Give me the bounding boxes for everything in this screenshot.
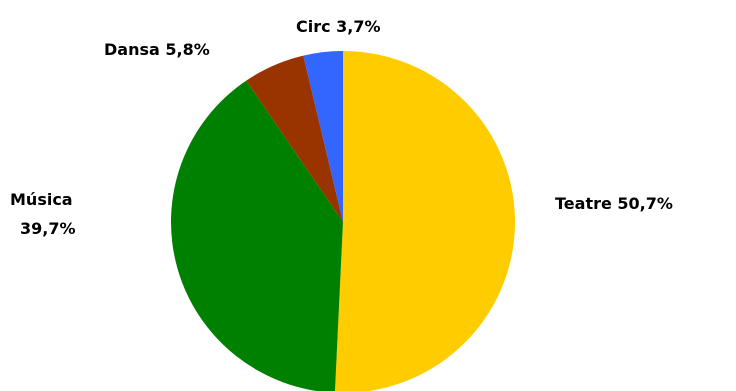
pie-slice-dansa bbox=[246, 55, 343, 222]
slice-label-musica-name: Música bbox=[10, 190, 73, 209]
slice-label-dansa: Dansa 5,8% bbox=[104, 40, 210, 59]
pie-slice-teatre bbox=[334, 51, 515, 391]
pie-slice-musica bbox=[171, 80, 343, 391]
slice-label-musica-value: 39,7% bbox=[20, 219, 76, 238]
pie-slice-circ bbox=[303, 51, 343, 222]
pie-slices bbox=[171, 51, 515, 391]
slice-label-teatre: Teatre 50,7% bbox=[555, 194, 673, 213]
slice-label-circ: Circ 3,7% bbox=[296, 17, 381, 36]
